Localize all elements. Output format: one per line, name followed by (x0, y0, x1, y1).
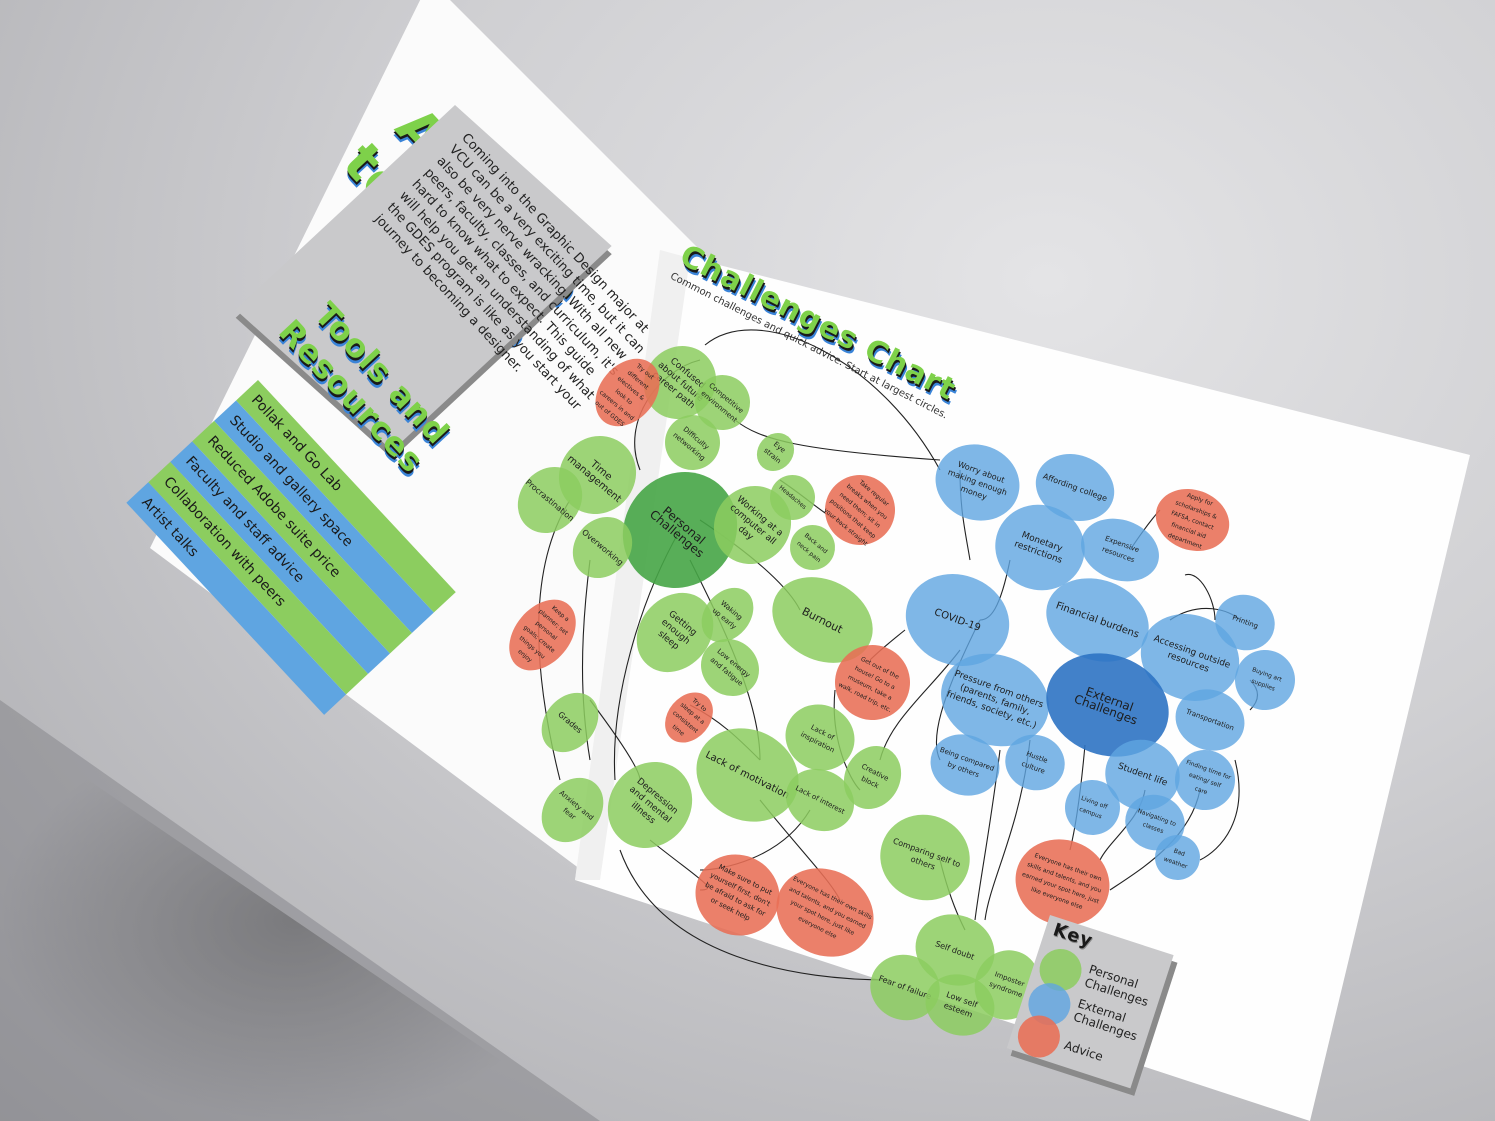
brochure: A Guide to GDES Coming into the Graphic … (126, 95, 1304, 1089)
floor-shadow (0, 700, 600, 1121)
right-page-content: Challenges Chart Common challenges and q… (495, 238, 1304, 1089)
